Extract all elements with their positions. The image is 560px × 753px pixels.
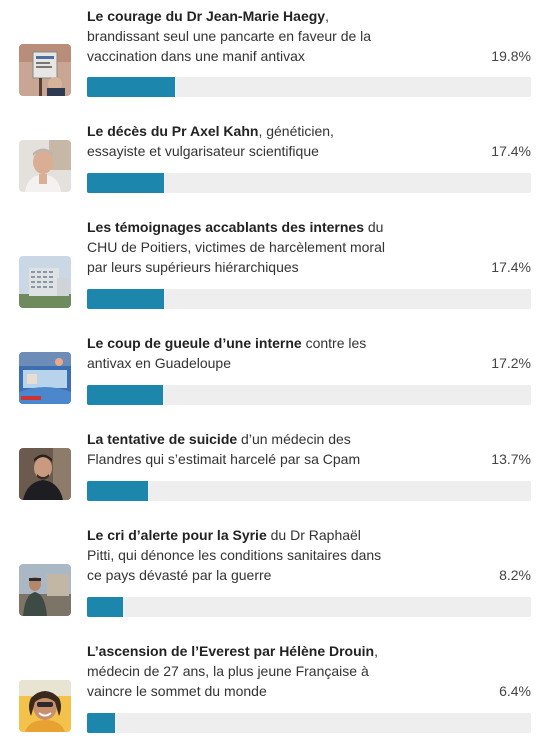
option-title: La tentative de suicide xyxy=(87,431,238,447)
option-text: Les témoignages accablants des internes … xyxy=(87,217,387,277)
option-percentage: 13.7% xyxy=(491,451,531,467)
option-text: La tentative de suicide d’un médecin des… xyxy=(87,429,387,469)
protest-sign-thumbnail xyxy=(19,44,71,96)
option-title: Le cri d’alerte pour la Syrie xyxy=(87,527,267,543)
result-bar-fill xyxy=(87,385,164,405)
option-description: du CHU de Poitiers, victimes de harcèlem… xyxy=(87,219,385,275)
result-bar[interactable] xyxy=(87,77,531,97)
result-bar[interactable] xyxy=(87,597,531,617)
doctor-portrait-thumbnail xyxy=(19,448,71,500)
hospital-bed-thumbnail xyxy=(19,352,71,404)
option-description: d’un médecin des Flandres qui s’estimait… xyxy=(87,431,361,467)
result-bar-fill xyxy=(87,173,165,193)
option-percentage: 19.8% xyxy=(491,48,531,64)
option-description: du Dr Raphaël Pitti, qui dénonce les con… xyxy=(87,527,382,583)
result-bar[interactable] xyxy=(87,289,531,309)
result-bar-fill xyxy=(87,713,116,733)
result-bar-fill xyxy=(87,77,175,97)
option-text: Le courage du Dr Jean-Marie Haegy, brand… xyxy=(87,6,387,66)
result-bar[interactable] xyxy=(87,385,531,405)
option-title: L’ascension de l’Everest par Hélène Drou… xyxy=(87,643,375,659)
option-percentage: 6.4% xyxy=(499,683,531,699)
option-text: Le coup de gueule d’une interne contre l… xyxy=(87,333,387,373)
option-description: , brandissant seul une pancarte en faveu… xyxy=(87,8,372,64)
street-scene-thumbnail xyxy=(19,564,71,616)
result-bar[interactable] xyxy=(87,481,531,501)
option-description: , généticien, essayiste et vulgarisateur… xyxy=(87,123,334,159)
option-title: Les témoignages accablants des internes xyxy=(87,219,364,235)
result-bar[interactable] xyxy=(87,713,531,733)
result-bar-fill xyxy=(87,289,165,309)
option-description: contre les antivax en Guadeloupe xyxy=(87,335,367,371)
option-text: Le cri d’alerte pour la Syrie du Dr Raph… xyxy=(87,525,387,585)
option-title: Le coup de gueule d’une interne xyxy=(87,335,302,351)
mountaineer-thumbnail xyxy=(19,680,71,732)
portrait-thumbnail xyxy=(19,140,71,192)
option-percentage: 17.4% xyxy=(491,259,531,275)
result-bar[interactable] xyxy=(87,173,531,193)
option-description: , médecin de 27 ans, la plus jeune Franç… xyxy=(87,643,378,699)
option-title: Le décès du Pr Axel Kahn xyxy=(87,123,259,139)
option-title: Le courage du Dr Jean-Marie Haegy xyxy=(87,8,326,24)
option-percentage: 17.4% xyxy=(491,143,531,159)
option-text: Le décès du Pr Axel Kahn, généticien, es… xyxy=(87,121,387,161)
option-percentage: 8.2% xyxy=(499,567,531,583)
result-bar-fill xyxy=(87,597,124,617)
option-text: L’ascension de l’Everest par Hélène Drou… xyxy=(87,641,387,701)
option-percentage: 17.2% xyxy=(491,355,531,371)
hospital-building-thumbnail xyxy=(19,256,71,308)
result-bar-fill xyxy=(87,481,148,501)
